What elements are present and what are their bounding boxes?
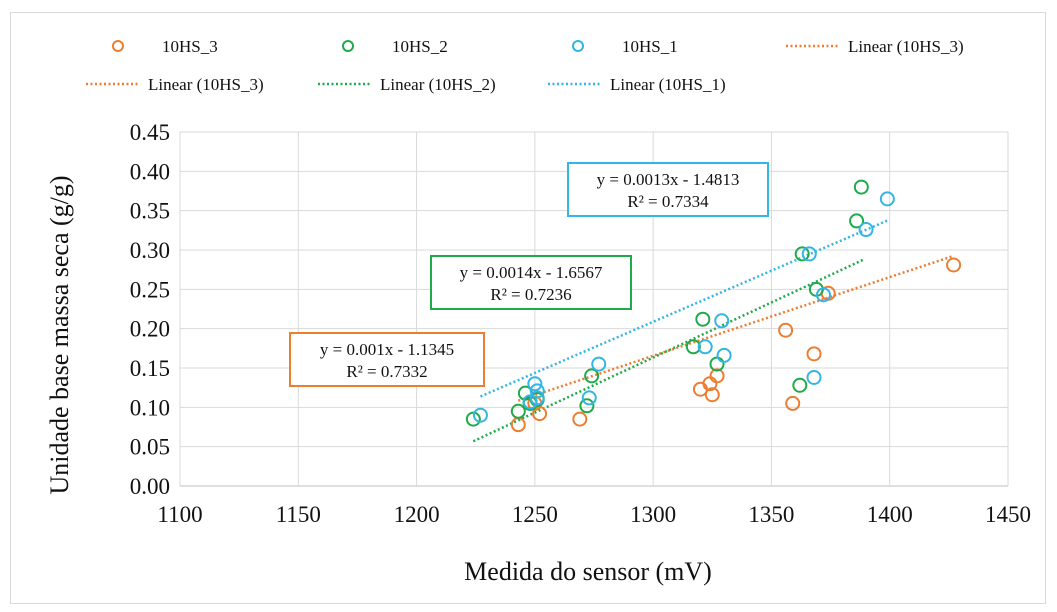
x-tick-labels: 1100 1150 1200 1250 1300 1350 1400 1450 [157,502,1031,527]
data-point [806,369,822,385]
legend-marker [572,40,584,52]
data-point [849,213,865,229]
data-point [801,246,817,262]
trendline-equation: y = 0.0013x - 1.4813 [597,170,740,189]
data-point [714,313,730,329]
y-tick-label: 0.35 [130,199,170,224]
data-point [522,394,538,410]
trendline [479,219,888,398]
data-point [858,222,874,238]
x-tick-label: 1100 [157,502,202,527]
data-point [581,390,597,406]
y-axis-title: Unidade base massa seca (g/g) [45,175,74,494]
trendline-r2: R² = 0.7236 [490,285,571,304]
x-tick-label: 1350 [748,502,794,527]
data-point [695,311,711,327]
data-point [853,179,869,195]
data-point [591,356,607,372]
trendline-equation: y = 0.001x - 1.1345 [320,340,454,359]
y-tick-label: 0.25 [130,277,170,302]
data-point [529,390,545,406]
data-point [465,411,481,427]
legend-marker [112,40,124,52]
data-point [716,347,732,363]
data-point [778,322,794,338]
data-point [529,383,545,399]
legend-label: 10HS_3 [162,37,218,56]
data-point [579,398,595,414]
equation-boxes: y = 0.001x - 1.1345 R² = 0.7332 y = 0.0014… [289,162,769,387]
data-point [704,387,720,403]
data-point [697,339,713,355]
x-axis-title: Medida do sensor (mV) [464,557,712,586]
data-point [510,403,526,419]
trendline-r2: R² = 0.7334 [627,192,709,211]
data-point [527,376,543,392]
legend-label: Linear (10HS_1) [610,75,726,94]
y-tick-label: 0.05 [130,435,170,460]
trendlines [472,219,954,443]
trendline-equation: y = 0.0014x - 1.6567 [460,263,603,282]
x-tick-label: 1200 [394,502,440,527]
data-point [785,395,801,411]
equation-box [289,332,485,387]
trendline-r2: R² = 0.7332 [346,362,427,381]
equation-box [567,162,769,217]
data-point [815,287,831,303]
data-point [584,368,600,384]
data-point [709,368,725,384]
y-tick-label: 0.30 [130,238,170,263]
x-tick-label: 1250 [512,502,558,527]
legend: 10HS_3 10HS_2 10HS_1 Linear (10HS_3) Linear … [86,37,964,94]
x-tick-label: 1450 [985,502,1031,527]
data-point [946,257,962,273]
y-tick-label: 0.15 [130,356,170,381]
y-tick-label: 0.20 [130,317,170,342]
legend-label: Linear (10HS_3) [148,75,264,94]
data-point [792,377,808,393]
data-points [465,179,962,433]
x-tick-label: 1150 [276,502,321,527]
legend-label: Linear (10HS_3) [848,37,964,56]
legend-label: 10HS_1 [622,37,678,56]
data-point [685,339,701,355]
data-point [472,407,488,423]
legend-marker [342,40,354,52]
legend-label: 10HS_2 [392,37,448,56]
legend-label: Linear (10HS_2) [380,75,496,94]
x-tick-label: 1400 [867,502,913,527]
y-tick-label: 0.00 [130,474,170,499]
y-tick-label: 0.10 [130,395,170,420]
data-point [794,246,810,262]
equation-box [430,255,632,310]
y-tick-label: 0.45 [130,120,170,145]
data-point [806,346,822,362]
data-point [879,191,895,207]
data-point [572,411,588,427]
x-tick-label: 1300 [630,502,676,527]
y-tick-label: 0.40 [130,159,170,184]
y-tick-labels: 0.00 0.05 0.10 0.15 0.20 0.25 0.30 0.35 0.40 0.45 [130,120,170,499]
